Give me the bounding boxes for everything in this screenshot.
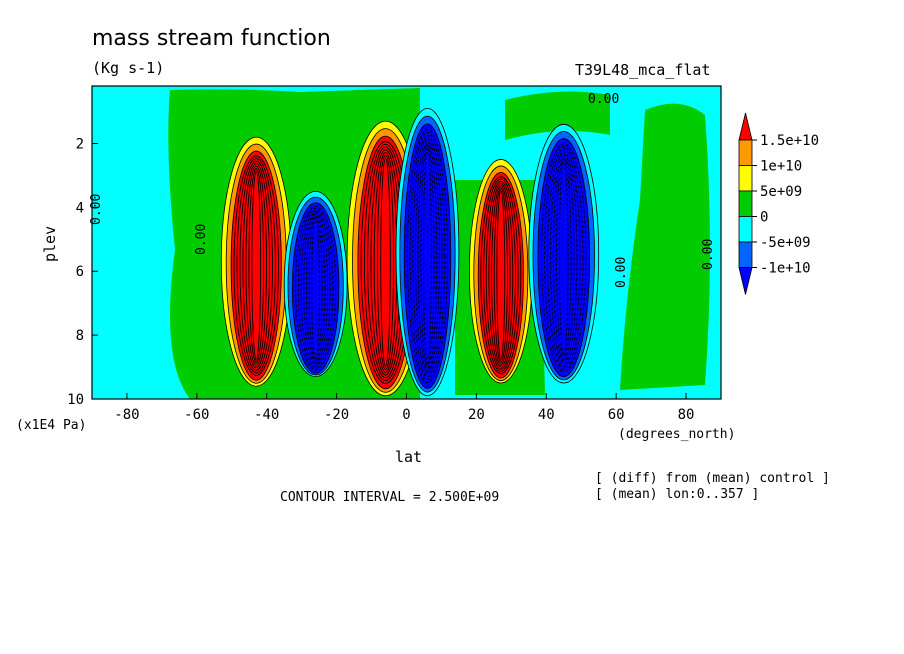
tropical-negative-cell-contour-7 <box>423 146 432 366</box>
y-tick-label: 6 <box>76 264 84 280</box>
tropical-negative-cell-contour-3 <box>412 134 443 378</box>
nh-negative-cell-contour-2 <box>544 145 584 370</box>
legend-swatch <box>738 139 753 166</box>
legend-arrow-bottom <box>738 267 753 295</box>
tropical-positive-cell-contour-7 <box>380 157 391 368</box>
tropical-negative-cell-contour-6 <box>420 143 435 369</box>
sh-negative-cell-level-3 <box>291 202 340 374</box>
sh-subtropical-positive-cell-contour-5 <box>245 165 267 366</box>
nh-positive-cell-contour-1 <box>480 176 522 375</box>
contour-label-zero-nh: 0.00 <box>614 257 629 288</box>
x-tick-label: 60 <box>608 407 625 423</box>
sh-negative-cell-contour-5 <box>305 213 326 363</box>
sh-negative-cell <box>283 190 348 378</box>
nh-negative-cell-contour-1 <box>541 143 587 372</box>
y-axis-ticks: 2 4 6 8 10 <box>67 136 98 408</box>
tropical-positive-cell-contour-6 <box>377 154 395 371</box>
legend-level-label: 1.5e+10 <box>760 133 819 149</box>
near-zero-region-north <box>620 103 710 391</box>
y-tick-label: 2 <box>76 136 84 152</box>
sh-subtropical-positive-cell <box>220 136 292 387</box>
tropical-negative-cell-level-3 <box>403 123 452 389</box>
nh-positive-cell-contour-6 <box>493 187 508 363</box>
nh-negative-cell-contour-5 <box>552 153 575 362</box>
run-label: T39L48_mca_flat <box>575 61 710 79</box>
x-axis-ticks: -80 -60 -40 -20 0 20 40 60 80 <box>114 393 694 423</box>
contour-label-zero-west: 0.00 <box>89 194 104 225</box>
tropical-negative-cell-contour-1 <box>407 129 448 384</box>
sh-subtropical-positive-cell-contour-2 <box>236 158 276 374</box>
color-legend: 1.5e+10 1e+10 5e+09 0 -5e+09 -1e+10 <box>738 112 819 295</box>
nh-positive-cell-contour-5 <box>491 185 511 366</box>
contour-label-zero-sh: 0.00 <box>194 224 209 255</box>
plot-area <box>92 86 721 399</box>
units-label: (Kg s-1) <box>92 59 164 77</box>
x-axis-label: lat <box>395 448 422 466</box>
tropical-negative-cell-contour-5 <box>417 140 438 372</box>
sh-subtropical-positive-cell-contour-7 <box>251 170 262 361</box>
legend-level-label: 5e+09 <box>760 184 802 200</box>
legend-swatch <box>738 241 753 268</box>
nh-positive-cell-level-3 <box>477 172 524 379</box>
sh-subtropical-positive-cell-contour-6 <box>248 168 265 364</box>
x-tick-label: -60 <box>184 407 209 423</box>
nh-negative-cell-contour-6 <box>555 156 572 360</box>
nh-positive-cell <box>468 159 533 384</box>
legend-level-label: 0 <box>760 210 768 226</box>
y-axis-label: plev <box>41 226 59 262</box>
sh-subtropical-positive-cell-contour-3 <box>239 160 273 371</box>
negative-contours <box>295 129 587 384</box>
chart-title: mass stream function <box>92 26 331 51</box>
x-tick-label: -80 <box>114 407 139 423</box>
x-tick-label: -40 <box>254 407 279 423</box>
sh-negative-cell-contour-7 <box>311 217 321 359</box>
contour-label-zero-east: 0.00 <box>701 239 716 270</box>
sh-negative-cell-contour-1 <box>295 206 337 370</box>
y-tick-label: 4 <box>76 200 84 216</box>
nh-positive-cell-contour-7 <box>496 189 506 361</box>
sh-subtropical-positive-cell-level-3 <box>230 150 282 381</box>
note-mean: [ (mean) lon:0..357 ] <box>595 487 759 502</box>
nh-negative-cell <box>528 123 600 384</box>
tropical-negative-cell <box>395 107 460 397</box>
legend-arrow-top <box>738 112 753 141</box>
y-axis-units: (x1E4 Pa) <box>16 418 86 433</box>
nh-negative-cell-contour-4 <box>550 151 578 365</box>
contour-label-zero-top: 0.00 <box>588 92 619 107</box>
contour-interval: CONTOUR INTERVAL = 2.500E+09 <box>280 490 499 505</box>
legend-level-label: -5e+09 <box>760 235 811 251</box>
sh-negative-cell-contour-6 <box>308 215 323 361</box>
legend-swatch <box>738 165 753 192</box>
x-tick-label: 40 <box>538 407 555 423</box>
nh-negative-cell-contour-3 <box>547 148 581 367</box>
tropical-negative-cell-contour-2 <box>409 132 446 381</box>
sh-subtropical-positive-cell-contour-1 <box>233 155 279 376</box>
sh-negative-cell-contour-2 <box>297 207 334 369</box>
x-tick-label: -20 <box>324 407 349 423</box>
nh-positive-cell-contour-4 <box>488 183 514 368</box>
y-tick-label: 10 <box>67 392 84 408</box>
x-tick-label: 80 <box>678 407 695 423</box>
y-tick-label: 8 <box>76 328 84 344</box>
sh-subtropical-positive-cell-contour-4 <box>242 163 270 369</box>
x-tick-label: 20 <box>468 407 485 423</box>
legend-swatch <box>738 216 753 243</box>
note-diff: [ (diff) from (mean) control ] <box>595 471 830 486</box>
legend-swatch <box>738 190 753 217</box>
nh-negative-cell-level-3 <box>537 138 591 378</box>
legend-level-label: 1e+10 <box>760 159 802 175</box>
legend-level-label: -1e+10 <box>760 261 811 277</box>
near-zero-region-north-upper <box>505 91 610 140</box>
x-axis-units: (degrees_north) <box>618 427 735 442</box>
nh-positive-cell-contour-3 <box>485 180 516 370</box>
sh-negative-cell-contour-3 <box>300 209 331 367</box>
x-tick-label: 0 <box>402 407 410 423</box>
nh-positive-cell-contour-2 <box>483 178 519 372</box>
sh-negative-cell-contour-4 <box>303 211 329 365</box>
nh-negative-cell-contour-7 <box>558 158 569 357</box>
